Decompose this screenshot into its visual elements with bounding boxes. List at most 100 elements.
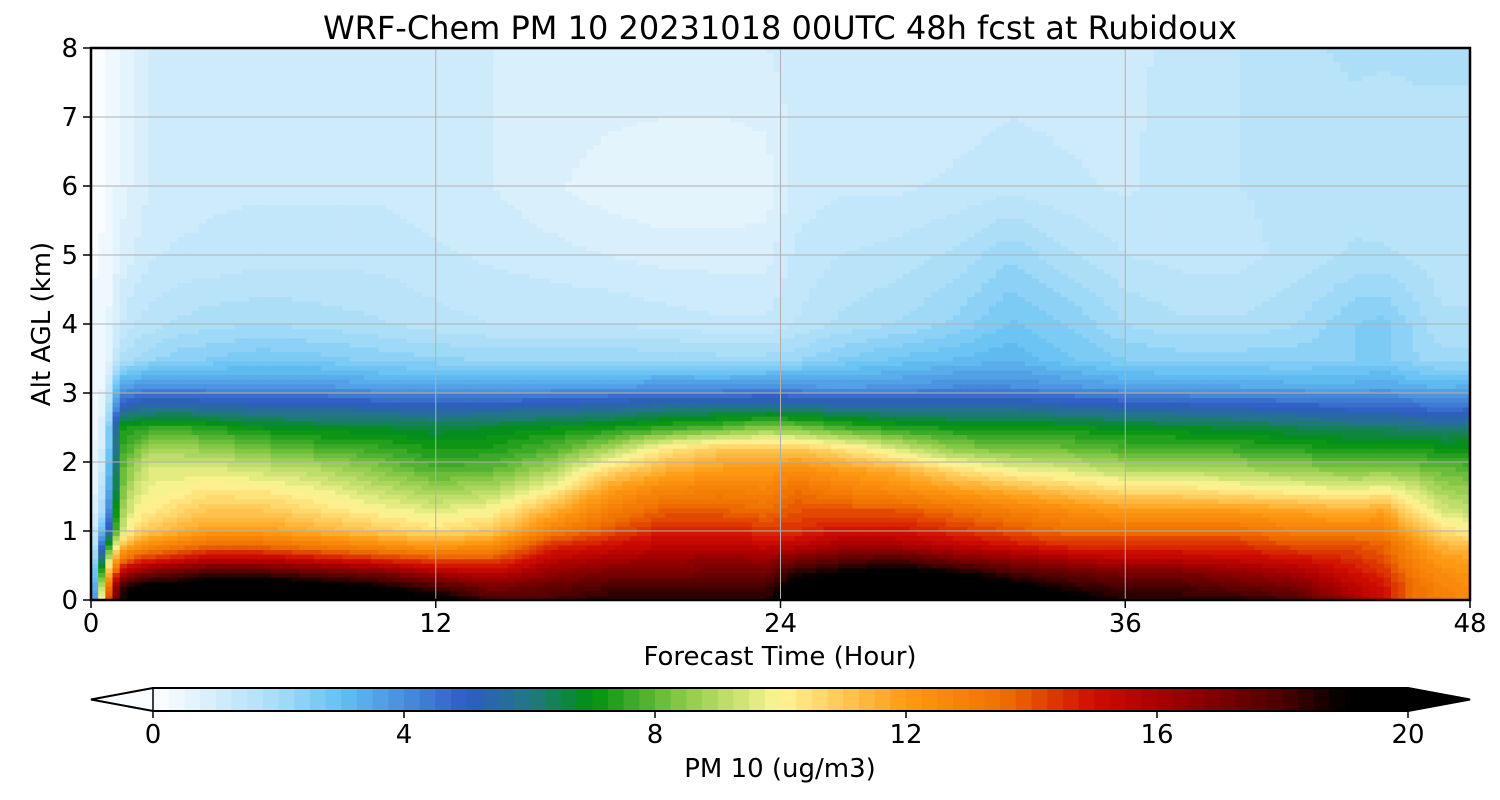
- field-cell: [364, 434, 372, 439]
- field-cell: [227, 292, 235, 297]
- field-cell: [127, 347, 135, 352]
- field-cell: [335, 218, 343, 223]
- field-cell: [321, 503, 329, 508]
- field-cell: [220, 582, 228, 587]
- field-cell: [235, 572, 243, 577]
- field-cell: [271, 260, 279, 265]
- field-cell: [227, 572, 235, 577]
- field-cell: [292, 577, 300, 582]
- field-cell: [134, 158, 142, 163]
- field-cell: [256, 347, 264, 352]
- field-cell: [285, 191, 293, 196]
- field-cell: [292, 80, 300, 85]
- field-cell: [371, 214, 379, 219]
- field-cell: [335, 283, 343, 288]
- field-cell: [263, 549, 271, 554]
- field-cell: [141, 126, 149, 131]
- field-cell: [134, 398, 142, 403]
- field-cell: [328, 439, 336, 444]
- field-cell: [378, 582, 386, 587]
- field-cell: [220, 126, 228, 131]
- field-cell: [371, 545, 379, 550]
- field-cell: [134, 462, 142, 467]
- field-cell: [113, 361, 121, 366]
- field-cell: [350, 237, 358, 242]
- field-cell: [371, 467, 379, 472]
- field-cell: [199, 347, 207, 352]
- field-cell: [350, 255, 358, 260]
- field-cell: [184, 407, 192, 412]
- field-cell: [306, 227, 314, 232]
- field-cell: [120, 108, 128, 113]
- field-cell: [385, 536, 393, 541]
- field-cell: [314, 430, 322, 435]
- field-cell: [299, 135, 307, 140]
- field-cell: [292, 563, 300, 568]
- field-cell: [285, 425, 293, 430]
- field-cell: [148, 214, 156, 219]
- field-cell: [350, 76, 358, 81]
- field-cell: [314, 191, 322, 196]
- field-cell: [105, 154, 113, 159]
- field-cell: [177, 296, 185, 301]
- field-cell: [177, 131, 185, 136]
- field-cell: [98, 145, 106, 150]
- field-cell: [271, 131, 279, 136]
- field-cell: [134, 85, 142, 90]
- field-cell: [249, 315, 257, 320]
- field-cell: [141, 163, 149, 168]
- field-cell: [220, 145, 228, 150]
- field-cell: [321, 586, 329, 591]
- field-cell: [321, 490, 329, 495]
- field-cell: [184, 398, 192, 403]
- field-cell: [314, 370, 322, 375]
- field-cell: [199, 375, 207, 380]
- field-cell: [199, 145, 207, 150]
- field-cell: [271, 310, 279, 315]
- field-cell: [192, 393, 200, 398]
- field-cell: [113, 94, 121, 99]
- field-cell: [235, 310, 243, 315]
- field-cell: [127, 379, 135, 384]
- field-cell: [350, 421, 358, 426]
- field-cell: [192, 448, 200, 453]
- field-cell: [199, 241, 207, 246]
- field-cell: [357, 490, 365, 495]
- field-cell: [328, 99, 336, 104]
- field-cell: [148, 310, 156, 315]
- field-cell: [177, 513, 185, 518]
- field-cell: [184, 310, 192, 315]
- field-cell: [163, 296, 171, 301]
- field-cell: [113, 467, 121, 472]
- field-cell: [285, 296, 293, 301]
- field-cell: [342, 503, 350, 508]
- field-cell: [271, 517, 279, 522]
- field-cell: [206, 494, 214, 499]
- field-cell: [242, 379, 250, 384]
- field-cell: [299, 310, 307, 315]
- field-cell: [378, 278, 386, 283]
- field-cell: [271, 191, 279, 196]
- field-cell: [256, 398, 264, 403]
- field-cell: [220, 324, 228, 329]
- field-cell: [127, 232, 135, 237]
- field-cell: [148, 85, 156, 90]
- field-cell: [378, 195, 386, 200]
- field-cell: [385, 356, 393, 361]
- field-cell: [113, 421, 121, 426]
- field-cell: [335, 62, 343, 67]
- field-cell: [292, 582, 300, 587]
- field-cell: [350, 582, 358, 587]
- field-cell: [350, 57, 358, 62]
- field-cell: [328, 71, 336, 76]
- field-cell: [206, 80, 214, 85]
- field-cell: [278, 227, 286, 232]
- field-cell: [321, 324, 329, 329]
- field-cell: [263, 94, 271, 99]
- field-cell: [170, 255, 178, 260]
- field-cell: [306, 89, 314, 94]
- field-cell: [177, 168, 185, 173]
- field-cell: [227, 232, 235, 237]
- field-cell: [306, 342, 314, 347]
- field-cell: [271, 379, 279, 384]
